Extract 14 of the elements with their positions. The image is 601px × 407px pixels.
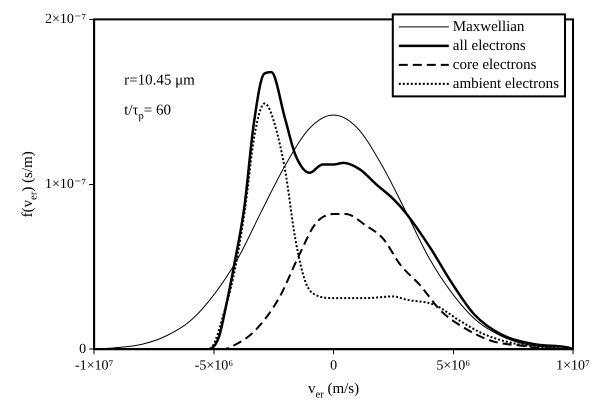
annotation: r=10.45 μm bbox=[124, 72, 196, 88]
y-axis-title: f(ver) (s/m) bbox=[20, 151, 40, 218]
x-tick-label: 5×10⁶ bbox=[436, 358, 470, 374]
x-tick-label: -5×10⁶ bbox=[194, 358, 234, 374]
y-tick-label: 0 bbox=[79, 342, 86, 357]
x-tick-label: 0 bbox=[330, 358, 338, 374]
x-tick-label: 1×10⁷ bbox=[556, 358, 590, 374]
legend-label: Maxwellian bbox=[452, 18, 525, 35]
y-tick-label: 2×10⁻⁷ bbox=[44, 12, 86, 28]
legend-label: ambient electrons bbox=[452, 76, 560, 92]
y-tick-label: 1×10⁻⁷ bbox=[44, 176, 86, 192]
legend-label: core electrons bbox=[452, 56, 537, 73]
legend-label: all electrons bbox=[452, 38, 526, 54]
x-tick-label: -1×10⁷ bbox=[74, 358, 114, 374]
